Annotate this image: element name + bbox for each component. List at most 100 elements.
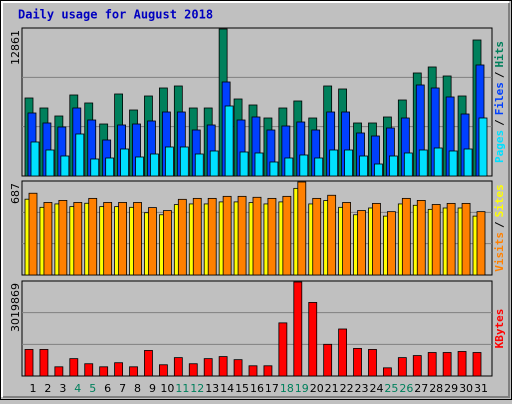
bar [114, 362, 123, 377]
x-tick-label: 21 [325, 382, 339, 395]
legend-separator: / [493, 71, 506, 78]
legend-entry: Files [493, 82, 506, 115]
bar [342, 202, 352, 276]
bar [312, 197, 322, 276]
bar [192, 197, 202, 276]
bar [412, 355, 422, 377]
bar [344, 149, 354, 177]
legend-entry: Hits [493, 41, 506, 68]
bar [90, 158, 100, 177]
bar [148, 207, 157, 276]
bevel-dark [3, 3, 510, 398]
bar [144, 350, 153, 377]
bar [209, 150, 219, 177]
x-tick-label: 20 [310, 382, 324, 395]
bar [103, 202, 113, 276]
bar [188, 363, 198, 377]
bar [194, 153, 204, 177]
x-tick-label: 25 [384, 382, 398, 395]
bar [39, 349, 49, 377]
bar [457, 351, 467, 377]
legend-separator: / [493, 119, 506, 126]
bar [120, 148, 129, 177]
bar [129, 366, 138, 377]
x-tick-label: 4 [74, 382, 81, 395]
bar [173, 357, 183, 377]
x-tick-label: 8 [134, 382, 141, 395]
bar [269, 161, 279, 177]
bar [84, 363, 94, 377]
x-tick-label: 3 [59, 382, 66, 395]
bar [203, 358, 213, 377]
panel [21, 280, 493, 377]
bar [299, 154, 309, 177]
bar [442, 352, 452, 377]
bar [368, 349, 377, 377]
x-tick-label: 1 [30, 382, 37, 395]
bevel-light [1, 1, 509, 397]
legend-separator: / [493, 221, 506, 228]
bar [69, 358, 79, 377]
x-tick-label: 11 [175, 382, 189, 395]
y-max-label: 3019869 [9, 283, 22, 332]
x-tick-label: 14 [220, 382, 234, 395]
bar [75, 133, 85, 177]
legend-entry: Sites [493, 184, 506, 217]
bar [267, 197, 277, 276]
x-tick-label: 2 [44, 382, 51, 395]
x-tick-label: 31 [474, 382, 488, 395]
bar [254, 152, 264, 177]
bar [353, 348, 362, 377]
bar [314, 157, 324, 177]
bar [323, 343, 333, 377]
bar [118, 202, 127, 276]
bar [359, 155, 368, 177]
bar [282, 195, 292, 276]
bar [73, 202, 83, 276]
bar [448, 150, 458, 177]
x-tick-label: 27 [414, 382, 428, 395]
bar [327, 194, 337, 276]
bar [218, 356, 228, 377]
bar [478, 117, 488, 177]
bar [284, 157, 294, 177]
bar [418, 149, 428, 177]
bar [54, 366, 64, 377]
y-max-label: 12861 [9, 30, 22, 65]
x-tick-label: 13 [205, 382, 219, 395]
bar [45, 149, 55, 177]
bar [433, 147, 443, 177]
bar [416, 200, 426, 276]
bar [338, 328, 348, 377]
x-tick-label: 10 [160, 382, 174, 395]
bar [150, 153, 159, 177]
bar [60, 155, 70, 177]
bar [179, 146, 189, 177]
bar [133, 202, 142, 276]
x-tick-label: 22 [340, 382, 354, 395]
bar [164, 146, 174, 177]
x-tick-label: 30 [459, 382, 473, 395]
bar [293, 281, 303, 377]
x-tick-label: 16 [250, 382, 264, 395]
legend: Pages / Files / Hits [493, 41, 506, 163]
bar [278, 322, 288, 377]
bar [382, 367, 392, 377]
bar [401, 197, 411, 276]
bar [297, 181, 307, 276]
bar [30, 141, 40, 177]
bar [237, 195, 247, 276]
legend: KBytes [493, 309, 506, 349]
x-tick-label: 26 [399, 382, 413, 395]
x-tick-label: 17 [265, 382, 279, 395]
bar [397, 357, 407, 377]
legend: Visits / Sites [493, 184, 506, 272]
bar [99, 366, 109, 377]
bar [224, 105, 234, 177]
bar [105, 157, 115, 177]
bar [329, 149, 339, 177]
bar [308, 302, 318, 377]
x-tick-label: 12 [190, 382, 204, 395]
bar [43, 202, 53, 276]
